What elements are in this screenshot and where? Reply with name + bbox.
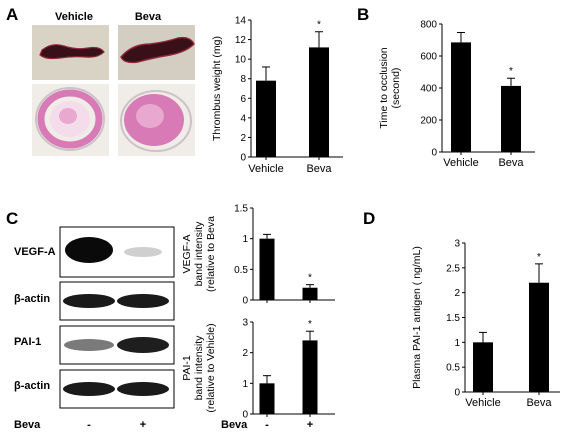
- photo-label-vehicle: Vehicle: [55, 11, 93, 23]
- y-tick-label: 200: [420, 116, 437, 127]
- stained-section-vehicle: [32, 84, 109, 156]
- y-tick-label: 12: [235, 35, 247, 46]
- x-category-label: -: [265, 419, 269, 431]
- x-category-label: Vehicle: [248, 163, 283, 175]
- y-axis-title: band intensity: [193, 221, 205, 287]
- blot-label-beta-actin-1: β-actin: [14, 293, 50, 305]
- panel-letter-a: A: [6, 5, 18, 24]
- significance-marker: *: [308, 319, 312, 330]
- panel-letter-c: C: [6, 209, 18, 228]
- y-tick-label: 0: [454, 388, 460, 399]
- blot-lane-minus: -: [87, 419, 91, 431]
- chart-thrombus-weight: 0 2 4 6 8 10 12 14 * Vehicle Beva Thrombus weight (…: [211, 16, 343, 175]
- blot-band-beta-actin-1-plus: [117, 294, 169, 308]
- thrombus-photo-beva: [118, 25, 195, 80]
- x-category-label: Beva: [498, 157, 524, 169]
- significance-marker: *: [509, 66, 513, 77]
- y-tick-label: 0: [240, 153, 246, 164]
- y-tick-label: 0: [242, 296, 248, 307]
- y-axis-title: PAI-1: [181, 355, 193, 381]
- y-axis-title: (relative to Beva: [205, 216, 217, 292]
- panel-letter-d: D: [363, 209, 375, 228]
- y-tick-label: 1.5: [446, 313, 460, 324]
- y-axis-title: Time to occlusion: [378, 47, 390, 128]
- bar: [451, 42, 471, 152]
- y-tick-label: 0.5: [446, 363, 460, 374]
- y-tick-label: 10: [235, 55, 247, 66]
- y-tick-label: 0: [242, 410, 248, 421]
- blot-label-beta-actin-2: β-actin: [14, 380, 50, 392]
- blot-label-pai-1: PAI-1: [14, 336, 41, 348]
- y-tick-label: 1: [242, 234, 248, 245]
- chart-plasma-pai-1: 0 0.5 1 1.5 2 2.5 3 * Vehicle Beva Plasma PAI-1 an…: [411, 239, 560, 409]
- x-category-label: Beva: [526, 397, 552, 409]
- bar: [473, 342, 493, 392]
- y-axis-title: band intensity: [193, 335, 205, 401]
- y-axis-title: Plasma PAI-1 antigen ( ng/mL): [411, 246, 423, 389]
- y-axis-title: (relative to Vehicle): [205, 323, 217, 412]
- y-tick-label: 2: [240, 133, 246, 144]
- significance-marker: *: [308, 273, 312, 284]
- y-tick-label: 400: [420, 84, 437, 95]
- blot-band-vegf-a-plus: [124, 247, 162, 257]
- y-tick-label: 14: [235, 16, 247, 27]
- bar: [302, 340, 318, 414]
- bar: [529, 282, 549, 392]
- significance-marker: *: [537, 252, 541, 263]
- y-tick-label: 0.5: [234, 265, 248, 276]
- western-blots: VEGF-A β-actin PAI-1 β-actin Beva - +: [14, 226, 175, 431]
- y-tick-label: 800: [420, 20, 437, 31]
- significance-marker: *: [317, 20, 321, 31]
- bar: [309, 47, 329, 157]
- y-tick-label: 8: [240, 74, 246, 85]
- x-category-label: Beva: [306, 163, 332, 175]
- y-tick-label: 2: [454, 288, 460, 299]
- y-tick-label: 3: [454, 239, 460, 250]
- photo-label-beva: Beva: [135, 11, 162, 23]
- blot-label-vegf-a: VEGF-A: [14, 246, 56, 258]
- blot-band-beta-actin-2-plus: [117, 382, 169, 396]
- x-category-label: Vehicle: [465, 397, 500, 409]
- blot-band-beta-actin-1-minus: [63, 294, 115, 308]
- y-tick-label: 600: [420, 52, 437, 63]
- y-tick-label: 1: [454, 338, 460, 349]
- blot-band-pai-1-plus: [117, 337, 169, 353]
- y-axis-title: VEGF-A: [181, 234, 193, 273]
- y-tick-label: 1.5: [234, 204, 248, 215]
- x-category-label: Vehicle: [443, 157, 478, 169]
- y-tick-label: 3: [242, 318, 248, 329]
- bar: [259, 383, 275, 414]
- y-tick-label: 1: [242, 379, 248, 390]
- stained-section-beva: [118, 84, 195, 156]
- y-tick-label: 0: [431, 148, 437, 159]
- y-tick-label: 2.5: [446, 263, 460, 274]
- thrombus-photos: Vehicle Beva: [32, 11, 195, 156]
- y-tick-label: 2: [242, 348, 248, 359]
- thrombus-photo-vehicle: [32, 25, 109, 80]
- blot-band-pai-1-minus: [64, 339, 114, 351]
- y-tick-label: 4: [240, 113, 246, 124]
- y-axis-title: Thrombus weight (mg): [211, 36, 223, 141]
- blot-treatment-label: Beva: [14, 419, 41, 431]
- chart-vegf-a-intensity: 0 0.5 1 1.5 * VEGF-A band intensity (relative t…: [181, 204, 335, 307]
- bar: [501, 85, 521, 152]
- bar: [256, 80, 276, 157]
- panel-letter-b: B: [357, 5, 369, 24]
- x-category-label: +: [307, 419, 313, 431]
- y-axis-title: (second): [390, 68, 402, 109]
- bar: [302, 287, 318, 300]
- blot-band-beta-actin-2-minus: [63, 382, 115, 396]
- blot-lane-plus: +: [140, 419, 146, 431]
- chart-time-to-occlusion: 0 200 400 600 800 * Vehicle Beva Time to occlusi…: [378, 20, 535, 169]
- blot-band-vegf-a-minus: [65, 237, 113, 263]
- y-tick-label: 6: [240, 94, 246, 105]
- bar: [259, 238, 275, 300]
- x-axis-title: Beva: [221, 419, 248, 431]
- chart-pai-1-intensity: 0 1 2 3 * - + Beva PAI-1 band intensity (relative …: [181, 318, 335, 431]
